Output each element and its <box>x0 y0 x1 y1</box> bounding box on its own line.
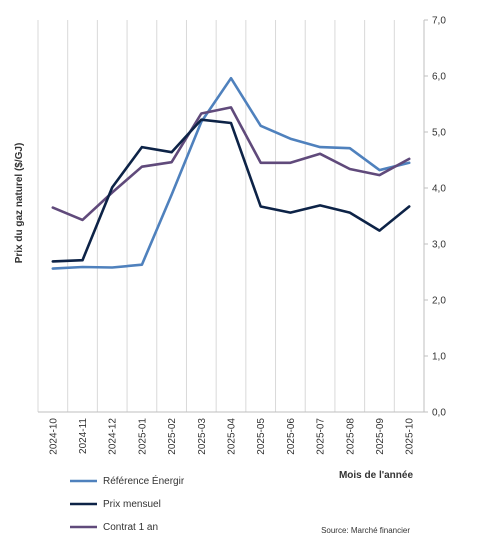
x-tick-label: 2025-05 <box>256 418 267 455</box>
x-tick-label: 2025-02 <box>167 418 178 455</box>
y-axis-title: Prix du gaz naturel ($/GJ) <box>14 143 25 264</box>
x-tick-label: 2025-10 <box>405 418 416 455</box>
x-tick-label: 2025-07 <box>316 418 327 455</box>
legend-label: Prix mensuel <box>103 499 161 510</box>
y-tick-label: 5,0 <box>432 128 446 139</box>
x-tick-label: 2025-09 <box>375 418 386 455</box>
legend-label: Référence Énergir <box>103 474 185 487</box>
x-axis-title: Mois de l'année <box>339 470 414 481</box>
y-tick-label: 1,0 <box>432 352 446 363</box>
series-line-0 <box>51 76 411 270</box>
x-tick-label: 2025-03 <box>197 418 208 455</box>
y-tick-label: 2,0 <box>432 296 446 307</box>
source-note: Source: Marché financier <box>321 526 410 535</box>
legend: Référence Énergir Prix mensuel Contrat 1 a… <box>70 474 185 533</box>
x-tick-label: 2025-08 <box>345 418 356 455</box>
y-tick-label: 0,0 <box>432 408 446 419</box>
series-lines <box>51 76 411 270</box>
grid-lines <box>37 20 425 413</box>
x-tick-label: 2025-04 <box>227 418 238 455</box>
x-axis-ticks: 2024-10 2024-11 2024-12 2025-01 2025-02 2025-… <box>48 418 415 455</box>
y-tick-label: 7,0 <box>432 16 446 27</box>
x-tick-label: 2025-06 <box>286 418 297 455</box>
x-tick-label: 2024-12 <box>108 418 119 455</box>
series-line-2 <box>51 106 411 222</box>
plot-background <box>38 20 424 412</box>
legend-label: Contrat 1 an <box>103 522 158 533</box>
y-axis-ticks: 0,0 1,0 2,0 3,0 4,0 5,0 6,0 7,0 <box>424 16 446 419</box>
x-tick-label: 2025-01 <box>137 418 148 455</box>
x-tick-label: 2024-10 <box>48 418 59 455</box>
y-tick-label: 6,0 <box>432 72 446 83</box>
y-tick-label: 4,0 <box>432 184 446 195</box>
series-line-1 <box>51 118 411 263</box>
x-tick-label: 2024-11 <box>78 418 89 454</box>
y-tick-label: 3,0 <box>432 240 446 251</box>
